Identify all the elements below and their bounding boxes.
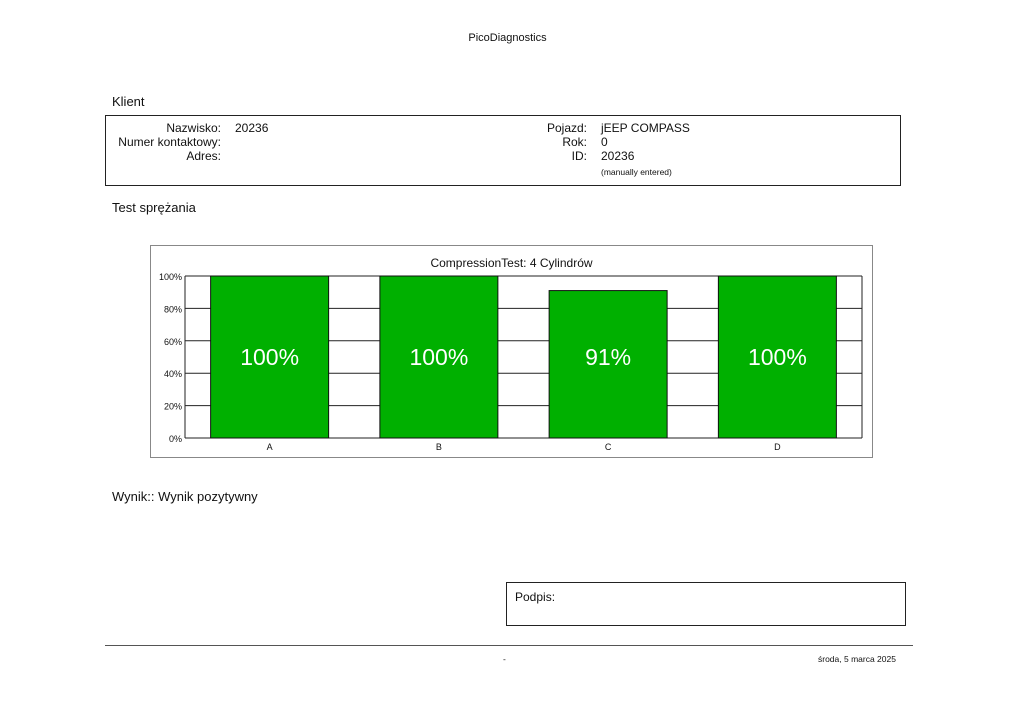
x-tick-label: C bbox=[605, 442, 612, 452]
bar-a bbox=[210, 275, 330, 439]
signature-box: Podpis: bbox=[506, 582, 906, 626]
y-tick-label: 60% bbox=[164, 337, 182, 347]
y-tick-label: 40% bbox=[164, 369, 182, 379]
bar-value-label: 100% bbox=[748, 344, 807, 370]
x-tick-label: A bbox=[267, 442, 273, 452]
vehicle-label: Pojazd: bbox=[546, 121, 587, 135]
bar-value-label: 100% bbox=[240, 344, 299, 370]
bar-value-label: 91% bbox=[585, 344, 631, 370]
id-value: 20236 bbox=[601, 149, 635, 163]
bar-b bbox=[379, 275, 499, 439]
x-tick-label: B bbox=[436, 442, 442, 452]
compression-chart: CompressionTest: 4 Cylindrów 0% 20% 40% 60% 8… bbox=[150, 245, 873, 458]
vehicle-value: jEEP COMPASS bbox=[601, 121, 690, 135]
y-tick-label: 100% bbox=[159, 272, 182, 282]
compression-chart-svg: CompressionTest: 4 Cylindrów 0% 20% 40% 60% 8… bbox=[159, 256, 863, 452]
footer-divider bbox=[105, 645, 913, 646]
client-phone-label: Numer kontaktowy: bbox=[118, 135, 221, 149]
client-section-heading: Klient bbox=[112, 94, 145, 109]
y-tick-label: 0% bbox=[169, 434, 182, 444]
footer-date: środa, 5 marca 2025 bbox=[818, 654, 896, 664]
bar-d bbox=[717, 275, 837, 439]
report-title: PicoDiagnostics bbox=[468, 32, 547, 44]
bar-value-label: 100% bbox=[409, 344, 468, 370]
id-note: (manually entered) bbox=[601, 167, 672, 177]
signature-label: Podpis: bbox=[515, 590, 556, 604]
year-label: Rok: bbox=[562, 135, 587, 149]
x-tick-label: D bbox=[774, 442, 781, 452]
chart-title: CompressionTest: 4 Cylindrów bbox=[430, 256, 592, 270]
client-lastname-label: Nazwisko: bbox=[166, 121, 221, 135]
bar-c bbox=[548, 290, 668, 439]
client-address-label: Adres: bbox=[186, 149, 221, 163]
client-lastname-value: 20236 bbox=[235, 121, 269, 135]
client-info-box: Nazwisko: 20236 Numer kontaktowy: Adres:… bbox=[105, 115, 901, 186]
test-section-heading: Test sprężania bbox=[112, 200, 196, 215]
y-tick-label: 20% bbox=[164, 402, 182, 412]
year-value: 0 bbox=[601, 135, 608, 149]
y-tick-label: 80% bbox=[164, 304, 182, 314]
id-label: ID: bbox=[571, 149, 587, 163]
result-text: Wynik:: Wynik pozytywny bbox=[112, 489, 258, 504]
footer-center-text: - bbox=[503, 654, 506, 664]
